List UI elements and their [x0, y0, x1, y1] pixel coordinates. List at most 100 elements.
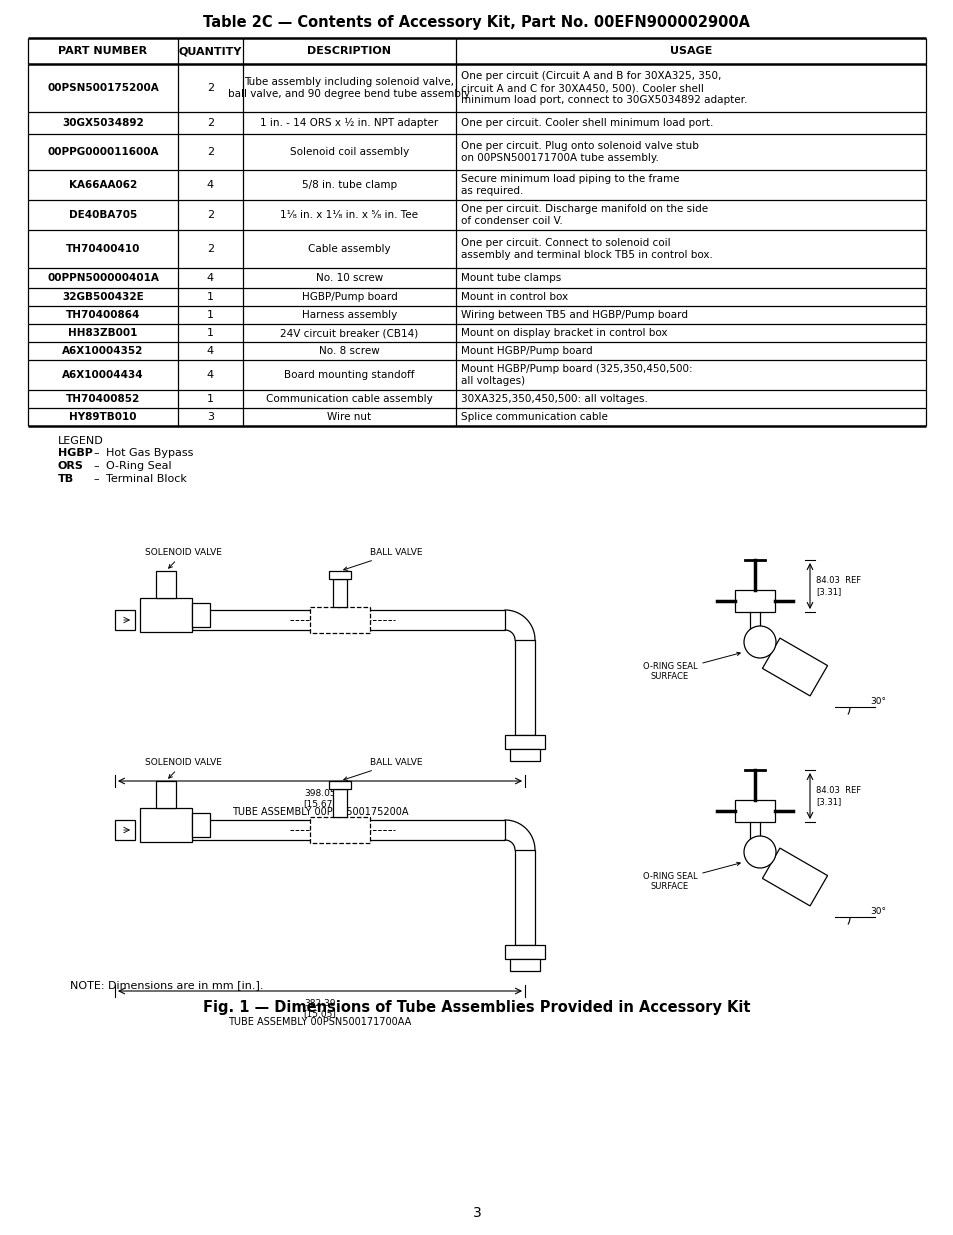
- Text: HGBP/Pump board: HGBP/Pump board: [301, 291, 397, 303]
- Text: Secure minimum load piping to the frame
as required.: Secure minimum load piping to the frame …: [460, 174, 679, 196]
- Text: A6X10004352: A6X10004352: [62, 346, 144, 356]
- Text: 32GB500432E: 32GB500432E: [62, 291, 144, 303]
- Text: Harness assembly: Harness assembly: [301, 310, 396, 320]
- Text: One per circuit. Cooler shell minimum load port.: One per circuit. Cooler shell minimum lo…: [460, 119, 713, 128]
- Text: One per circuit. Connect to solenoid coil
assembly and terminal block TB5 in con: One per circuit. Connect to solenoid coi…: [460, 238, 712, 259]
- Text: One per circuit. Plug onto solenoid valve stub
on 00PSN500171700A tube assembly.: One per circuit. Plug onto solenoid valv…: [460, 141, 699, 163]
- Text: Mount HGBP/Pump board (325,350,450,500:
all voltages): Mount HGBP/Pump board (325,350,450,500: …: [460, 364, 692, 385]
- Text: Wiring between TB5 and HGBP/Pump board: Wiring between TB5 and HGBP/Pump board: [460, 310, 687, 320]
- Text: Communication cable assembly: Communication cable assembly: [266, 394, 433, 404]
- Text: HY89TB010: HY89TB010: [70, 412, 136, 422]
- Text: 00PPG000011600A: 00PPG000011600A: [48, 147, 158, 157]
- Bar: [115, 610, 135, 630]
- Text: 2: 2: [207, 245, 213, 254]
- Text: TUBE ASSEMBLY 00PSN500171700AA: TUBE ASSEMBLY 00PSN500171700AA: [228, 1016, 411, 1028]
- Text: TUBE ASSEMBLY 00PSN500175200A: TUBE ASSEMBLY 00PSN500175200A: [232, 806, 408, 818]
- Text: DE40BA705: DE40BA705: [69, 210, 137, 220]
- Text: LEGEND: LEGEND: [58, 436, 104, 446]
- Circle shape: [743, 836, 775, 868]
- Text: 2: 2: [207, 147, 213, 157]
- Bar: [192, 603, 210, 627]
- Text: Cable assembly: Cable assembly: [308, 245, 391, 254]
- Text: TB: TB: [58, 474, 74, 484]
- Text: SOLENOID VALVE: SOLENOID VALVE: [145, 548, 222, 568]
- Bar: [515, 850, 535, 945]
- Bar: [115, 820, 135, 840]
- Text: Splice communication cable: Splice communication cable: [460, 412, 607, 422]
- Text: 1: 1: [207, 291, 213, 303]
- Text: BALL VALVE: BALL VALVE: [343, 758, 422, 781]
- Text: DESCRIPTION: DESCRIPTION: [307, 46, 391, 56]
- Text: Solenoid coil assembly: Solenoid coil assembly: [290, 147, 409, 157]
- Text: 1: 1: [207, 329, 213, 338]
- Text: No. 8 screw: No. 8 screw: [319, 346, 379, 356]
- Polygon shape: [761, 638, 826, 695]
- Text: Hot Gas Bypass: Hot Gas Bypass: [106, 448, 193, 458]
- Bar: [504, 945, 544, 960]
- Text: –: –: [92, 474, 98, 484]
- Text: 2: 2: [207, 83, 213, 93]
- Bar: [192, 813, 210, 837]
- Bar: [333, 789, 347, 818]
- Text: 30GX5034892: 30GX5034892: [62, 119, 144, 128]
- Text: 4: 4: [207, 180, 213, 190]
- Text: –: –: [92, 461, 98, 471]
- Text: 30°: 30°: [869, 698, 885, 706]
- Text: 398.05
[15.67]: 398.05 [15.67]: [303, 789, 336, 809]
- Text: 1: 1: [207, 394, 213, 404]
- Bar: [310, 606, 370, 634]
- Text: 30°: 30°: [869, 908, 885, 916]
- Text: 1¹⁄₈ in. x 1¹⁄₈ in. x ⁵⁄₈ in. Tee: 1¹⁄₈ in. x 1¹⁄₈ in. x ⁵⁄₈ in. Tee: [280, 210, 418, 220]
- Text: PART NUMBER: PART NUMBER: [58, 46, 148, 56]
- Bar: [310, 818, 370, 844]
- Text: Table 2C — Contents of Accessory Kit, Part No. 00EFN900002900A: Table 2C — Contents of Accessory Kit, Pa…: [203, 15, 750, 30]
- Text: Mount HGBP/Pump board: Mount HGBP/Pump board: [460, 346, 592, 356]
- Text: 30XA325,350,450,500: all voltages.: 30XA325,350,450,500: all voltages.: [460, 394, 647, 404]
- Text: O-RING SEAL
SURFACE: O-RING SEAL SURFACE: [642, 652, 740, 682]
- Text: HGBP: HGBP: [58, 448, 92, 458]
- Text: 4: 4: [207, 370, 213, 380]
- Bar: [515, 640, 535, 735]
- Text: One per circuit. Discharge manifold on the side
of condenser coil V.: One per circuit. Discharge manifold on t…: [460, 204, 707, 226]
- Text: –: –: [92, 448, 98, 458]
- Bar: [734, 590, 774, 613]
- Bar: [329, 781, 351, 789]
- Bar: [156, 781, 175, 808]
- Text: TH70400852: TH70400852: [66, 394, 140, 404]
- Bar: [333, 579, 347, 606]
- Bar: [504, 735, 544, 748]
- Text: 4: 4: [207, 346, 213, 356]
- Text: SOLENOID VALVE: SOLENOID VALVE: [145, 758, 222, 778]
- Text: TH70400864: TH70400864: [66, 310, 140, 320]
- Bar: [140, 808, 192, 842]
- Text: 24V circuit breaker (CB14): 24V circuit breaker (CB14): [280, 329, 418, 338]
- Text: 00PPN500000401A: 00PPN500000401A: [47, 273, 159, 283]
- Bar: [734, 800, 774, 823]
- Text: 2: 2: [207, 210, 213, 220]
- Bar: [329, 571, 351, 579]
- Text: USAGE: USAGE: [669, 46, 712, 56]
- Text: 5/8 in. tube clamp: 5/8 in. tube clamp: [301, 180, 396, 190]
- Text: Fig. 1 — Dimensions of Tube Assemblies Provided in Accessory Kit: Fig. 1 — Dimensions of Tube Assemblies P…: [203, 1000, 750, 1015]
- Text: BALL VALVE: BALL VALVE: [343, 548, 422, 571]
- Polygon shape: [761, 848, 826, 906]
- Text: Tube assembly including solenoid valve,
ball valve, and 90 degree bend tube asse: Tube assembly including solenoid valve, …: [229, 78, 470, 99]
- Text: 2: 2: [207, 119, 213, 128]
- Text: 382.39
[15.05]: 382.39 [15.05]: [303, 999, 336, 1019]
- Bar: [510, 748, 539, 761]
- Text: No. 10 screw: No. 10 screw: [315, 273, 383, 283]
- Text: TH70400410: TH70400410: [66, 245, 140, 254]
- Text: 4: 4: [207, 273, 213, 283]
- Text: NOTE: Dimensions are in mm [in.].: NOTE: Dimensions are in mm [in.].: [70, 981, 263, 990]
- Text: QUANTITY: QUANTITY: [178, 46, 242, 56]
- Text: Terminal Block: Terminal Block: [106, 474, 187, 484]
- Text: Mount in control box: Mount in control box: [460, 291, 568, 303]
- Text: 84.03  REF
[3.31]: 84.03 REF [3.31]: [815, 787, 861, 805]
- Text: Mount tube clamps: Mount tube clamps: [460, 273, 560, 283]
- Text: KA66AA062: KA66AA062: [69, 180, 137, 190]
- Text: Wire nut: Wire nut: [327, 412, 371, 422]
- Bar: [192, 610, 504, 630]
- Text: 00PSN500175200A: 00PSN500175200A: [47, 83, 159, 93]
- Text: 1: 1: [207, 310, 213, 320]
- Text: One per circuit (Circuit A and B for 30XA325, 350,
circuit A and C for 30XA450, : One per circuit (Circuit A and B for 30X…: [460, 72, 746, 105]
